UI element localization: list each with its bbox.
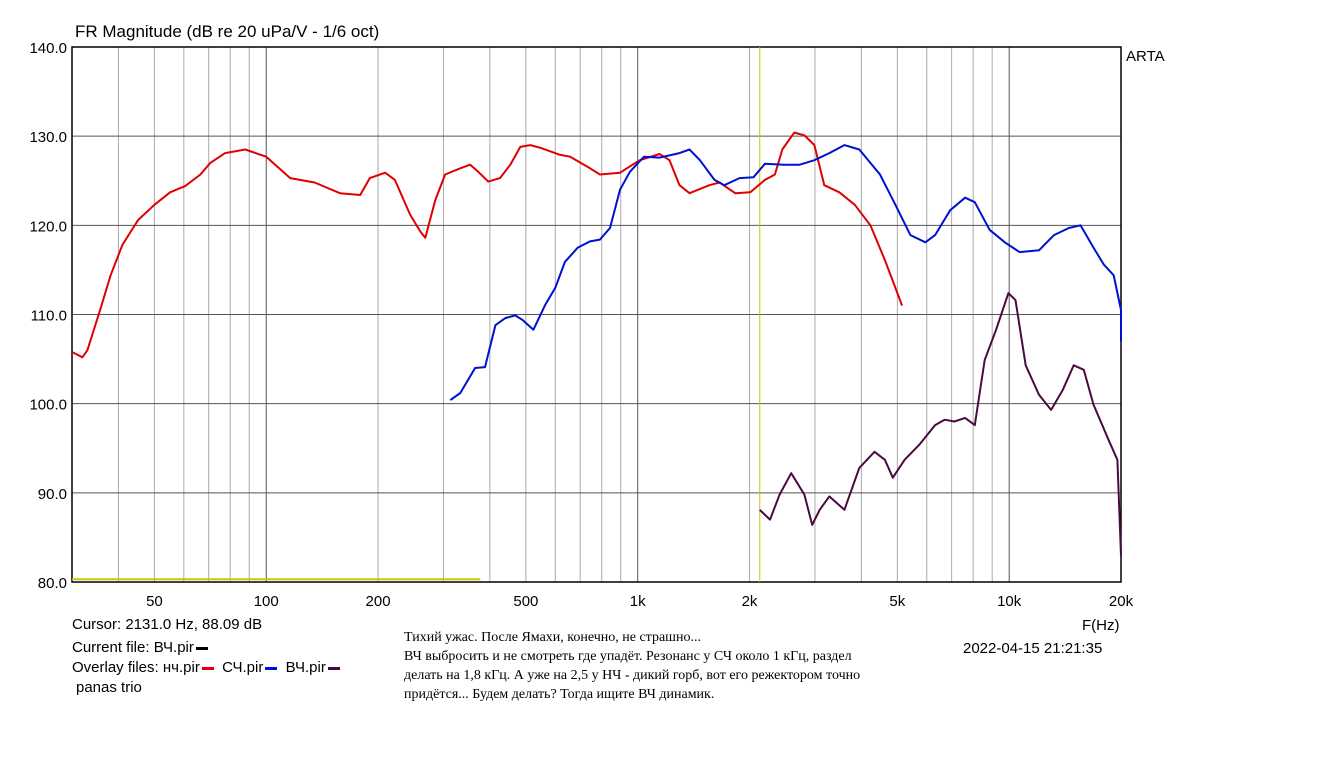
overlay-files: Overlay files: нч.pir СЧ.pir ВЧ.pir — [72, 659, 340, 676]
x-tick-label: 10k — [997, 593, 1022, 610]
series-line-1 — [449, 144, 1122, 401]
cursor-readout: Cursor: 2131.0 Hz, 88.09 dB — [72, 616, 263, 633]
x-tick-label: 200 — [366, 593, 391, 610]
note-text: Тихий ужас. После Ямахи, конечно, не стр… — [404, 630, 861, 702]
x-axis-label: F(Hz) — [1082, 617, 1120, 634]
current-file-swatch — [195, 646, 208, 650]
x-tick-label: 50 — [146, 593, 163, 610]
current-file: Current file: ВЧ.pir — [72, 639, 208, 656]
overlay-files-label: Overlay files: — [72, 659, 159, 676]
y-tick-label: 110.0 — [31, 308, 67, 325]
overlay-sch: СЧ.pir — [222, 659, 278, 676]
series-line-0 — [71, 131, 904, 359]
x-tick-label: 500 — [513, 593, 538, 610]
x-tick-label: 20k — [1109, 593, 1134, 610]
y-tick-label: 100.0 — [29, 397, 67, 414]
y-tick-label: 120.0 — [29, 218, 67, 235]
overlay-swatch — [327, 666, 340, 670]
x-tick-label: 5k — [889, 593, 905, 610]
chart-title: FR Magnitude (dB re 20 uPa/V - 1/6 oct) — [75, 22, 380, 41]
project-name: panas trio — [76, 679, 142, 696]
y-tick-label: 140.0 — [29, 40, 67, 57]
x-tick-label: 2k — [742, 593, 758, 610]
series-line-2 — [759, 292, 1122, 556]
y-tick-label: 130.0 — [29, 129, 67, 146]
x-tick-label: 100 — [254, 593, 279, 610]
timestamp: 2022-04-15 21:21:35 — [963, 640, 1103, 657]
y-tick-label: 80.0 — [38, 575, 67, 592]
y-tick-label: 90.0 — [38, 486, 67, 503]
overlay-swatch — [201, 666, 214, 670]
overlay-swatch — [265, 666, 278, 670]
current-file-label: Current file: ВЧ.pir — [72, 639, 194, 656]
x-tick-label: 1k — [630, 593, 646, 610]
overlay-vch: ВЧ.pir — [286, 659, 340, 676]
overlay-nch: нч.pir — [163, 659, 214, 676]
